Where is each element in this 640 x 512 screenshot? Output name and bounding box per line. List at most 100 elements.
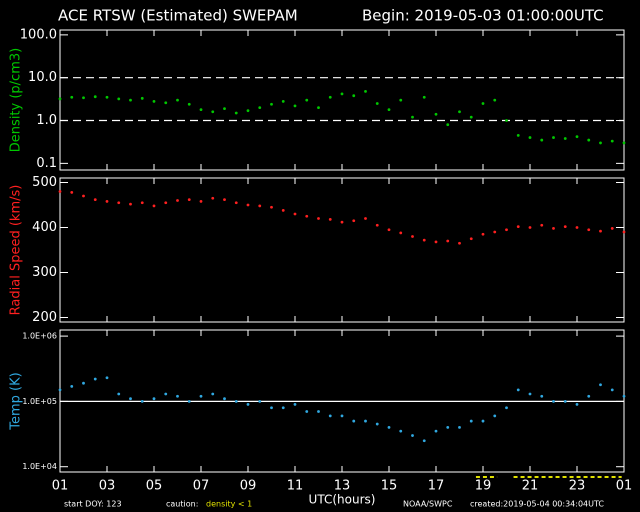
- data-point: [328, 218, 332, 221]
- data-point: [528, 226, 532, 229]
- data-point: [387, 425, 391, 429]
- data-point: [387, 108, 391, 112]
- data-point: [411, 235, 414, 238]
- created: created:2019-05-04 00:34:04UTC: [470, 500, 604, 509]
- data-point: [246, 203, 250, 207]
- data-point: [58, 97, 62, 101]
- x-tick-label: 17: [428, 479, 445, 494]
- data-point: [223, 107, 226, 110]
- data-point: [458, 110, 461, 114]
- data-point: [587, 394, 591, 398]
- data-point: [293, 212, 297, 216]
- x-tick-label: 21: [522, 479, 539, 494]
- data-point: [317, 410, 320, 413]
- data-point: [93, 198, 97, 202]
- data-point: [187, 102, 191, 106]
- data-point: [516, 225, 520, 229]
- data-point: [93, 95, 97, 99]
- data-point: [563, 400, 567, 403]
- data-point: [234, 400, 238, 403]
- data-point: [481, 419, 485, 423]
- data-point: [176, 98, 179, 102]
- source: NOAA/SWPC: [403, 500, 453, 509]
- data-point: [140, 96, 144, 100]
- data-point: [105, 200, 109, 203]
- data-point: [399, 231, 403, 235]
- data-point: [258, 106, 262, 110]
- x-tick-label: 23: [569, 479, 586, 494]
- data-point: [340, 220, 344, 224]
- caution-detail: density < 1: [206, 500, 252, 509]
- data-point: [505, 228, 508, 232]
- data-point: [540, 394, 544, 398]
- y-tick-label: 10.0: [28, 70, 57, 85]
- data-point: [140, 400, 144, 403]
- data-point: [234, 201, 238, 205]
- data-point: [164, 392, 168, 396]
- data-point: [152, 397, 156, 401]
- data-point: [505, 406, 508, 410]
- y-tick-label: 0.1: [36, 156, 57, 171]
- x-tick-label: 15: [381, 479, 398, 494]
- data-point: [446, 239, 450, 243]
- data-point: [82, 381, 85, 385]
- data-point: [258, 204, 262, 208]
- data-point: [375, 223, 379, 227]
- data-point: [317, 217, 320, 220]
- data-point: [70, 384, 74, 388]
- data-point: [176, 199, 179, 202]
- data-point: [281, 99, 285, 103]
- data-point: [552, 227, 555, 230]
- data-point: [552, 400, 555, 403]
- data-point: [622, 230, 626, 234]
- y-tick-label: 400: [32, 220, 57, 235]
- data-point: [246, 402, 250, 406]
- data-point: [199, 200, 203, 203]
- data-point: [105, 95, 109, 99]
- x-tick-label: 19: [475, 479, 492, 494]
- data-point: [293, 402, 297, 406]
- data-point: [152, 204, 156, 208]
- data-point: [328, 414, 332, 418]
- data-point: [575, 135, 579, 139]
- data-point: [422, 95, 426, 99]
- data-point: [305, 214, 309, 218]
- data-point: [129, 202, 132, 206]
- data-point: [610, 227, 614, 230]
- data-point: [364, 89, 367, 93]
- y-axis-label: Density (p/cm3): [9, 48, 24, 152]
- data-point: [516, 133, 520, 137]
- data-point: [58, 388, 62, 392]
- data-point: [117, 97, 121, 101]
- data-point: [70, 95, 74, 99]
- y-tick-label: 1.0: [36, 113, 57, 128]
- data-point: [505, 119, 508, 122]
- data-point: [481, 232, 485, 236]
- data-point: [364, 217, 367, 220]
- data-point: [493, 230, 497, 234]
- data-point: [199, 394, 203, 398]
- data-point: [293, 104, 297, 108]
- data-point: [540, 223, 544, 227]
- data-point: [422, 439, 426, 443]
- y-axis-label: Radial Speed (km/s): [9, 185, 24, 316]
- data-point: [270, 102, 273, 106]
- data-point: [117, 392, 121, 396]
- data-point: [281, 209, 285, 212]
- data-point: [305, 410, 309, 413]
- data-point: [164, 101, 168, 105]
- data-point: [164, 201, 168, 205]
- data-point: [234, 111, 238, 115]
- data-point: [469, 419, 473, 423]
- y-tick-label: 1.0E+04: [22, 462, 57, 471]
- data-point: [434, 112, 438, 116]
- data-point: [352, 94, 356, 98]
- data-point: [387, 228, 391, 232]
- data-point: [599, 229, 602, 233]
- data-point: [364, 419, 367, 423]
- data-point: [493, 98, 497, 102]
- data-point: [199, 108, 203, 112]
- chart-title: ACE RTSW (Estimated) SWEPAM: [58, 7, 298, 25]
- data-point: [305, 98, 309, 102]
